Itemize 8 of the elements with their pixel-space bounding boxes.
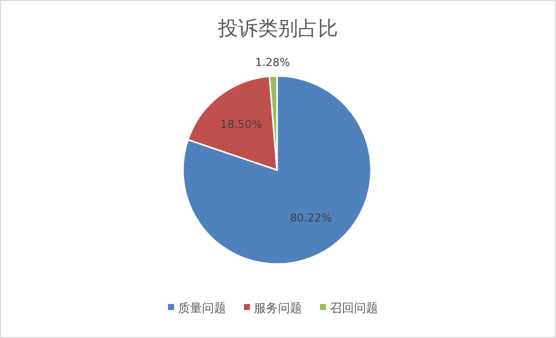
data-label: 80.22% bbox=[290, 211, 332, 224]
data-label: 18.50% bbox=[220, 118, 262, 132]
chart-title: 投诉类别占比 bbox=[217, 16, 338, 40]
legend-label: 质量问题 bbox=[178, 301, 226, 315]
legend-label: 服务问题 bbox=[254, 301, 302, 315]
pie-slice bbox=[182, 75, 372, 265]
data-label: 1.28% bbox=[255, 56, 290, 70]
legend-label: 召回问题 bbox=[330, 301, 378, 315]
